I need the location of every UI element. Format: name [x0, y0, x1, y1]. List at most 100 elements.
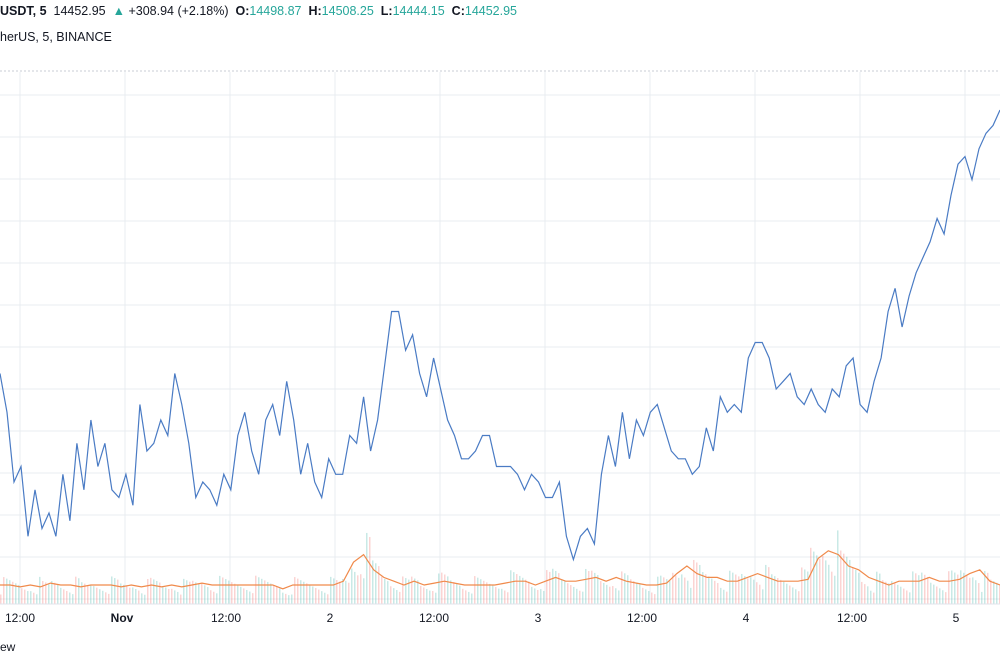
volume-bar: [366, 532, 368, 604]
volume-bar: [675, 575, 677, 604]
volume-bar: [960, 570, 962, 604]
volume-bar: [324, 592, 326, 604]
volume-bar: [207, 587, 209, 604]
volume-bar: [951, 570, 953, 604]
volume-bar: [213, 591, 215, 604]
volume-bar: [243, 588, 245, 604]
x-tick-label: 12:00: [211, 611, 241, 625]
volume-bar: [63, 589, 65, 604]
volume-bar: [621, 571, 623, 604]
volume-bar: [930, 582, 932, 604]
volume-bar: [303, 581, 305, 604]
volume-bar: [348, 582, 350, 604]
volume-bar: [336, 580, 338, 604]
volume-bar: [834, 575, 836, 604]
volume-bar: [27, 591, 29, 604]
volume-bar: [594, 572, 596, 604]
volume-bar: [690, 587, 692, 604]
volume-bar: [297, 578, 299, 604]
volume-bar: [138, 590, 140, 604]
volume-bar: [648, 590, 650, 604]
close-value: 14452.95: [464, 4, 518, 18]
volume-bar: [36, 594, 38, 604]
volume-bar: [570, 585, 572, 604]
volume-bar: [678, 577, 680, 604]
low-value: 14444.15: [392, 4, 445, 18]
volume-bar: [900, 586, 902, 604]
volume-bar: [531, 586, 533, 604]
volume-bar: [897, 584, 899, 604]
volume-bar: [870, 590, 872, 604]
volume-bar: [252, 593, 254, 604]
volume-bar: [636, 582, 638, 604]
volume-bar: [123, 584, 125, 604]
volume-bar: [447, 576, 449, 604]
volume-bar: [21, 588, 23, 604]
volume-bar: [6, 578, 8, 604]
volume-bar: [60, 587, 62, 604]
volume-bar: [957, 574, 959, 604]
volume-bar: [165, 587, 167, 604]
volume-bar: [852, 567, 854, 604]
x-tick-label: 2: [327, 611, 334, 625]
volume-bar: [360, 574, 362, 604]
volume-bar: [426, 589, 428, 604]
volume-bar: [969, 577, 971, 604]
volume-bar: [522, 577, 524, 604]
volume-bar: [747, 578, 749, 604]
volume-bar: [423, 587, 425, 604]
volume-bar: [849, 559, 851, 604]
volume-bar: [942, 590, 944, 604]
volume-bar: [846, 556, 848, 604]
volume-bar: [672, 572, 674, 604]
volume-bar: [225, 579, 227, 604]
volume-bar: [69, 592, 71, 604]
volume-bar: [186, 580, 188, 604]
volume-bar: [639, 584, 641, 604]
volume-bar: [792, 587, 794, 604]
volume-bar: [798, 591, 800, 604]
volume-bar: [738, 576, 740, 604]
volume-bar: [801, 567, 803, 604]
volume-bar: [948, 571, 950, 604]
volume-bar: [78, 578, 80, 604]
symbol-label[interactable]: USDT, 5: [0, 4, 47, 18]
volume-bar: [885, 581, 887, 604]
volume-bar: [24, 589, 26, 604]
volume-bar: [429, 590, 431, 604]
volume-bar: [195, 582, 197, 604]
volume-bar: [603, 582, 605, 604]
volume-bar: [939, 588, 941, 604]
volume-bar: [192, 580, 194, 604]
volume-bar: [90, 584, 92, 604]
volume-bar: [105, 592, 107, 604]
high-value: 14508.25: [321, 4, 374, 18]
volume-bar: [759, 584, 761, 604]
volume-bar: [171, 588, 173, 604]
volume-bar: [561, 579, 563, 604]
change-up-icon: ▲: [112, 4, 125, 18]
volume-bar: [642, 587, 644, 604]
price-change: +308.94 (+2.18%): [128, 4, 229, 18]
volume-bar: [579, 590, 581, 604]
volume-bar: [684, 577, 686, 604]
volume-bar: [159, 582, 161, 604]
volume-bar: [666, 579, 668, 604]
volume-bar: [954, 572, 956, 604]
last-price: 14452.95: [53, 4, 106, 18]
volume-bar: [414, 578, 416, 604]
volume-bar: [30, 591, 32, 604]
volume-bar: [210, 590, 212, 604]
volume-bar: [501, 588, 503, 604]
volume-bar: [387, 581, 389, 604]
volume-bar: [402, 576, 404, 604]
volume-bar: [72, 594, 74, 604]
volume-bar: [945, 592, 947, 604]
volume-bar: [876, 571, 878, 604]
volume-bar: [117, 579, 119, 604]
volume-bar: [750, 577, 752, 604]
volume-bar: [15, 583, 17, 604]
volume-bar: [894, 582, 896, 604]
volume-bar: [918, 575, 920, 604]
